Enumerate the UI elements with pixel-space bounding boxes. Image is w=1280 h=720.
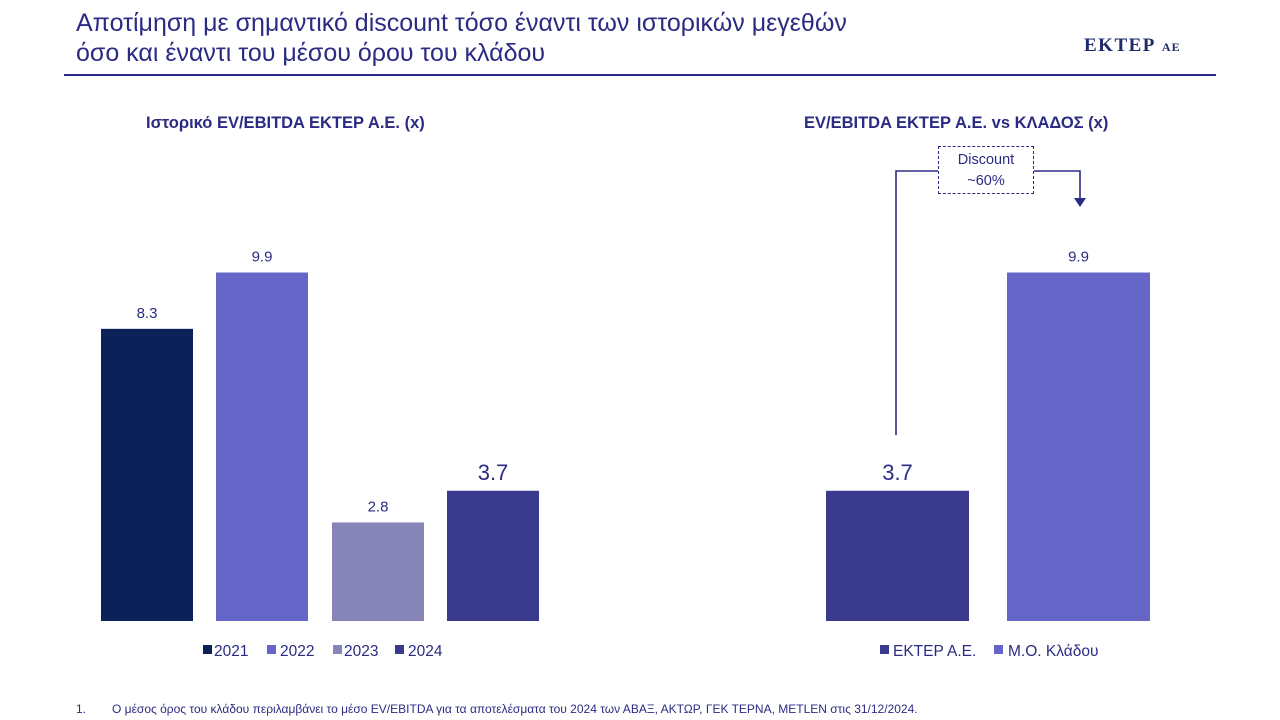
discount-connector-right bbox=[1034, 170, 1081, 199]
chart-2-legend-swatch-1 bbox=[880, 645, 889, 654]
callout-line-2: ~60% bbox=[967, 173, 1005, 189]
logo-main-text: ΕΚΤΕΡ bbox=[1084, 35, 1156, 56]
chart-1-legend-swatch-2 bbox=[267, 645, 276, 654]
footnote-text: Ο μέσος όρος του κλάδου περιλαμβάνει το … bbox=[112, 702, 918, 716]
discount-callout: Discount ~60% bbox=[938, 146, 1034, 194]
chart-1-title: Ιστορικό EV/EBITDA ΕΚΤΕΡ Α.Ε. (x) bbox=[146, 114, 425, 132]
chart-1-bar-1 bbox=[101, 328, 193, 621]
discount-connector-left bbox=[895, 170, 938, 435]
chart-1-value-label-2: 9.9 bbox=[252, 249, 273, 266]
footnote: 1. Ο μέσος όρος του κλάδου περιλαμβάνει τ… bbox=[76, 702, 918, 716]
page-title-line-2: όσο και έναντι του μέσου όρου του κλάδου bbox=[76, 39, 546, 67]
chart-1-legend-label-4: 2024 bbox=[408, 643, 443, 660]
chart-2-bar-2 bbox=[1007, 272, 1150, 621]
chart-2-legend-swatch-2 bbox=[994, 645, 1003, 654]
chart-2-bar-1 bbox=[826, 490, 969, 621]
chart-1-legend-label-3: 2023 bbox=[344, 643, 378, 660]
logo-suffix-text: ΑΕ bbox=[1161, 40, 1181, 54]
callout-line-1: Discount bbox=[957, 152, 1015, 168]
chart-2-title: EV/EBITDA ΕΚΤΕΡ Α.Ε. vs ΚΛΑΔΟΣ (x) bbox=[804, 114, 1109, 132]
page-title-line-1: Αποτίμηση με σημαντικό discount τόσο ένα… bbox=[76, 9, 847, 37]
chart-2-legend-label-1: ΕΚΤΕΡ Α.Ε. bbox=[893, 643, 976, 660]
footnote-number: 1. bbox=[76, 702, 87, 716]
discount-arrowhead bbox=[1074, 198, 1086, 207]
chart-1-legend-label-1: 2021 bbox=[214, 643, 248, 660]
chart-1-legend-swatch-4 bbox=[395, 645, 404, 654]
chart-1-value-label-4: 3.7 bbox=[478, 460, 509, 485]
chart-1-value-label-1: 8.3 bbox=[137, 305, 158, 322]
chart-2-value-label-2: 9.9 bbox=[1068, 249, 1089, 266]
chart-1-bar-3 bbox=[332, 522, 424, 621]
chart-1-bar-4 bbox=[447, 490, 539, 621]
chart-1-legend-label-2: 2022 bbox=[280, 643, 314, 660]
chart-2-value-label-1: 3.7 bbox=[882, 460, 913, 485]
page-title: Αποτίμηση με σημαντικό discount τόσο ένα… bbox=[76, 8, 847, 68]
chart-1-bar-2 bbox=[216, 272, 308, 621]
chart-1-legend-swatch-1 bbox=[203, 645, 212, 654]
chart-1-value-label-3: 2.8 bbox=[368, 498, 389, 515]
chart-2-legend-label-2: Μ.Ο. Κλάδου bbox=[1008, 643, 1098, 660]
company-logo: ΕΚΤΕΡ ΑΕ bbox=[1084, 35, 1181, 57]
chart-1-legend-swatch-3 bbox=[333, 645, 342, 654]
header-divider bbox=[64, 74, 1216, 76]
